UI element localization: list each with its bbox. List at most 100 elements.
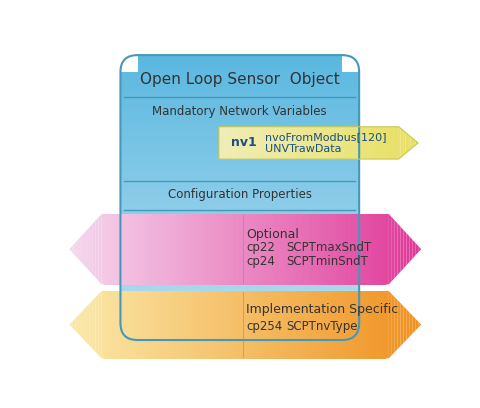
Polygon shape bbox=[398, 127, 401, 159]
Polygon shape bbox=[116, 291, 119, 359]
Polygon shape bbox=[122, 291, 125, 359]
Polygon shape bbox=[315, 291, 319, 359]
Polygon shape bbox=[248, 214, 251, 285]
Polygon shape bbox=[105, 291, 108, 359]
Polygon shape bbox=[241, 127, 244, 159]
Polygon shape bbox=[386, 214, 389, 285]
Polygon shape bbox=[184, 291, 187, 359]
Polygon shape bbox=[239, 127, 241, 159]
Polygon shape bbox=[321, 127, 324, 159]
Polygon shape bbox=[311, 127, 313, 159]
Polygon shape bbox=[368, 291, 372, 359]
Bar bbox=[120, 230, 359, 233]
Polygon shape bbox=[228, 214, 230, 285]
Polygon shape bbox=[244, 127, 246, 159]
Polygon shape bbox=[386, 291, 389, 359]
Polygon shape bbox=[333, 291, 336, 359]
Polygon shape bbox=[263, 291, 266, 359]
Bar bbox=[120, 180, 359, 184]
Polygon shape bbox=[277, 214, 280, 285]
Bar bbox=[120, 294, 359, 298]
Polygon shape bbox=[315, 214, 319, 285]
Bar bbox=[120, 112, 359, 116]
Polygon shape bbox=[213, 214, 216, 285]
Polygon shape bbox=[204, 291, 207, 359]
Polygon shape bbox=[266, 291, 269, 359]
Bar bbox=[120, 87, 359, 91]
Bar bbox=[120, 197, 359, 202]
Polygon shape bbox=[116, 214, 119, 285]
Polygon shape bbox=[392, 217, 395, 281]
Polygon shape bbox=[254, 214, 257, 285]
Polygon shape bbox=[98, 291, 102, 358]
Polygon shape bbox=[254, 127, 256, 159]
Polygon shape bbox=[236, 127, 239, 159]
Polygon shape bbox=[172, 214, 175, 285]
Polygon shape bbox=[286, 127, 288, 159]
Polygon shape bbox=[145, 214, 148, 285]
Polygon shape bbox=[251, 214, 254, 285]
Polygon shape bbox=[307, 214, 310, 285]
Polygon shape bbox=[380, 291, 383, 359]
Polygon shape bbox=[195, 291, 198, 359]
Bar bbox=[120, 283, 359, 287]
Polygon shape bbox=[134, 214, 137, 285]
Polygon shape bbox=[96, 294, 98, 355]
Polygon shape bbox=[113, 214, 116, 285]
Bar bbox=[120, 176, 359, 180]
Text: Configuration Properties: Configuration Properties bbox=[168, 188, 312, 201]
Polygon shape bbox=[358, 127, 361, 159]
Polygon shape bbox=[353, 127, 356, 159]
Text: Open Loop Sensor  Object: Open Loop Sensor Object bbox=[140, 72, 340, 87]
Polygon shape bbox=[216, 291, 219, 359]
Polygon shape bbox=[360, 291, 362, 359]
Polygon shape bbox=[234, 127, 236, 159]
Polygon shape bbox=[180, 214, 184, 285]
Bar bbox=[120, 162, 359, 166]
Bar bbox=[120, 201, 359, 205]
Polygon shape bbox=[339, 291, 342, 359]
Polygon shape bbox=[288, 127, 291, 159]
Polygon shape bbox=[151, 214, 155, 285]
Polygon shape bbox=[392, 294, 395, 355]
Bar bbox=[120, 173, 359, 177]
Polygon shape bbox=[276, 127, 278, 159]
Polygon shape bbox=[398, 300, 401, 349]
Polygon shape bbox=[190, 214, 192, 285]
Bar bbox=[120, 301, 359, 305]
Bar bbox=[120, 276, 359, 280]
Polygon shape bbox=[386, 127, 388, 159]
Polygon shape bbox=[155, 214, 157, 285]
Polygon shape bbox=[72, 243, 75, 255]
Polygon shape bbox=[309, 127, 311, 159]
Polygon shape bbox=[306, 127, 309, 159]
Polygon shape bbox=[365, 214, 368, 285]
Polygon shape bbox=[190, 291, 192, 359]
Bar bbox=[120, 94, 359, 98]
Polygon shape bbox=[383, 291, 386, 359]
Polygon shape bbox=[198, 214, 201, 285]
Polygon shape bbox=[283, 214, 286, 285]
Polygon shape bbox=[388, 127, 391, 159]
Polygon shape bbox=[210, 291, 213, 359]
Polygon shape bbox=[377, 291, 380, 359]
Bar bbox=[120, 109, 359, 113]
Polygon shape bbox=[251, 291, 254, 359]
Polygon shape bbox=[322, 291, 324, 359]
Polygon shape bbox=[213, 291, 216, 359]
Polygon shape bbox=[263, 214, 266, 285]
Polygon shape bbox=[261, 127, 264, 159]
Polygon shape bbox=[140, 214, 143, 285]
Polygon shape bbox=[299, 127, 301, 159]
Polygon shape bbox=[334, 127, 336, 159]
Polygon shape bbox=[131, 291, 134, 359]
Polygon shape bbox=[119, 291, 122, 359]
Polygon shape bbox=[372, 214, 374, 285]
Polygon shape bbox=[201, 291, 204, 359]
Polygon shape bbox=[229, 127, 231, 159]
Polygon shape bbox=[374, 291, 377, 359]
Polygon shape bbox=[294, 127, 296, 159]
Polygon shape bbox=[246, 127, 249, 159]
Polygon shape bbox=[336, 127, 338, 159]
Polygon shape bbox=[373, 127, 376, 159]
